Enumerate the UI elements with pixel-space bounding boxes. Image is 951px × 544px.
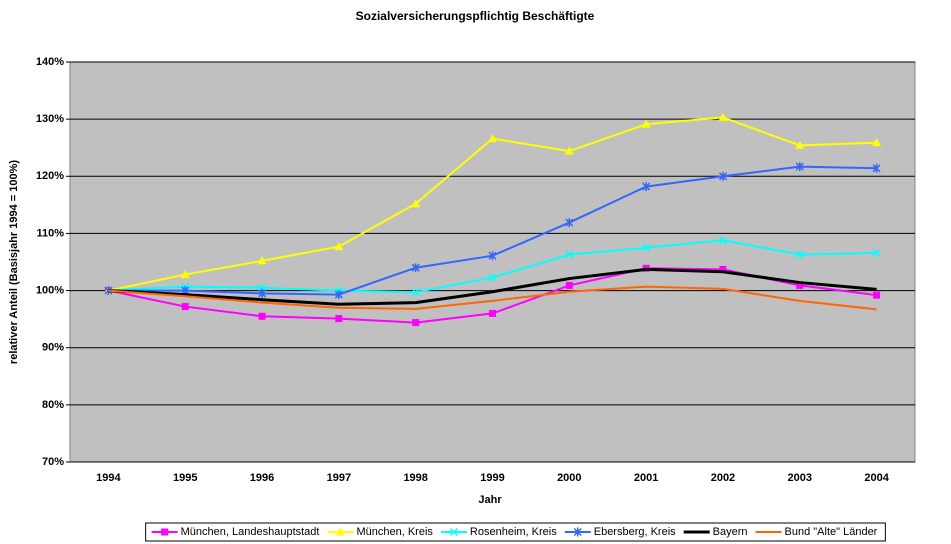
y-axis-label: relativer Anteil (Basisjahr 1994 = 100%)	[8, 160, 20, 364]
chart-title: Sozialversicherungspflichtig Beschäftigt…	[356, 9, 595, 23]
marker	[718, 171, 727, 181]
marker	[872, 163, 881, 173]
marker	[161, 528, 169, 536]
marker	[412, 319, 420, 327]
x-tick-label: 1999	[480, 472, 504, 484]
marker	[564, 146, 574, 155]
marker	[873, 291, 881, 299]
x-tick-label: 2004	[864, 472, 889, 484]
marker	[489, 309, 496, 317]
marker	[411, 199, 421, 208]
marker	[795, 162, 804, 172]
marker	[641, 119, 651, 128]
y-tick-label: 80%	[42, 399, 64, 411]
marker	[335, 527, 345, 536]
y-tick-label: 110%	[36, 227, 64, 239]
y-tick-label: 140%	[36, 56, 64, 68]
marker	[565, 218, 574, 228]
x-tick-label: 1995	[173, 472, 197, 484]
x-axis-label: Jahr	[478, 494, 502, 506]
legend-label: Bayern	[713, 526, 748, 538]
marker	[488, 134, 497, 143]
marker	[258, 288, 267, 298]
x-tick-label: 1998	[403, 472, 427, 484]
marker	[642, 243, 651, 252]
legend-box	[145, 522, 886, 542]
marker	[411, 263, 420, 273]
marker	[181, 303, 189, 311]
marker	[488, 273, 497, 282]
x-tick-label: 1996	[250, 472, 274, 484]
marker	[796, 281, 804, 289]
marker	[335, 315, 343, 323]
marker	[719, 265, 727, 273]
y-tick-label: 130%	[36, 113, 64, 125]
y-tick-label: 90%	[42, 342, 64, 354]
marker	[258, 312, 266, 320]
marker	[104, 286, 113, 296]
x-tick-label: 2003	[788, 472, 812, 484]
y-tick-label: 120%	[36, 170, 64, 182]
legend-label: Ebersberg, Kreis	[594, 526, 676, 538]
legend-label: Rosenheim, Kreis	[470, 526, 557, 538]
marker	[334, 242, 344, 251]
y-tick-label: 100%	[36, 284, 64, 296]
plot-area	[69, 61, 916, 463]
marker	[565, 250, 574, 259]
marker	[488, 251, 497, 261]
marker	[718, 236, 727, 245]
marker	[180, 270, 190, 279]
marker	[565, 281, 573, 289]
legend-label: München, Landeshauptstadt	[181, 526, 320, 538]
x-tick-label: 2002	[711, 472, 735, 484]
marker	[872, 248, 881, 257]
marker	[334, 290, 343, 300]
x-tick-label: 2001	[634, 472, 658, 484]
marker	[642, 182, 651, 192]
x-tick-label: 1994	[96, 472, 121, 484]
marker	[257, 256, 267, 265]
marker	[449, 527, 458, 537]
series-line	[108, 285, 877, 311]
marker	[411, 288, 420, 297]
marker	[795, 140, 805, 149]
legend-label: München, Kreis	[356, 526, 433, 538]
series-line	[108, 267, 877, 306]
legend-label: Bund "Alte" Länder	[785, 526, 878, 538]
marker	[573, 527, 582, 537]
marker	[795, 250, 804, 259]
x-tick-label: 1997	[327, 472, 351, 484]
x-tick-label: 2000	[557, 472, 581, 484]
marker	[718, 112, 728, 121]
marker	[872, 138, 882, 147]
y-tick-label: 70%	[42, 456, 64, 468]
legend: München, Landeshauptstadt München, Kreis R…	[145, 522, 886, 542]
